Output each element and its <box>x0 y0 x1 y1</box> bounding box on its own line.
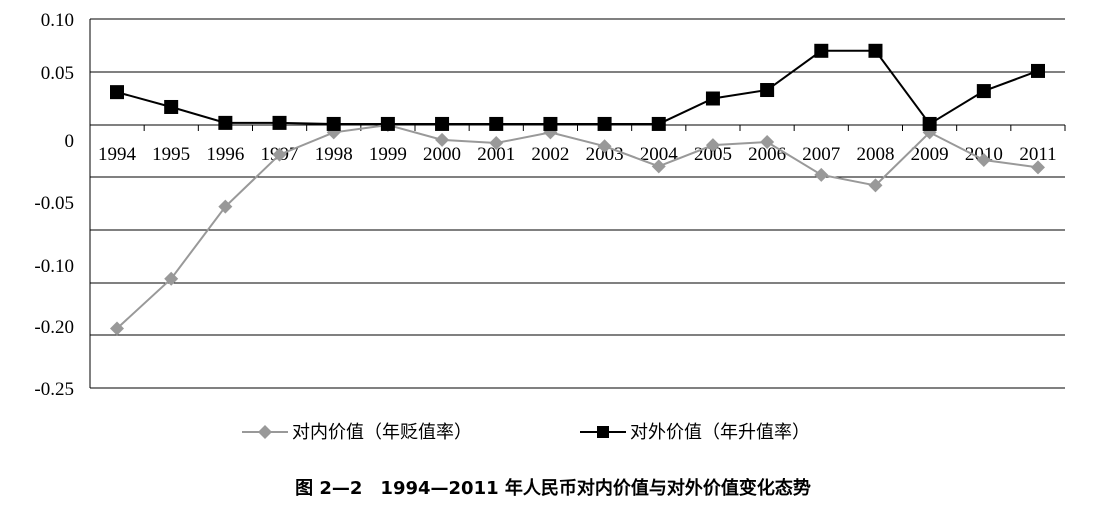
legend-internal-marker <box>258 425 272 439</box>
x-tick-label: 2007 <box>802 144 840 165</box>
data-point-external <box>110 85 124 100</box>
legend-item-external: 对外价值（年升值率） <box>580 422 810 443</box>
y-axis-tick-labels: 0.10 0.05 0 -0.05 -0.10 -0.20 -0.25 <box>34 10 74 400</box>
data-point-external <box>543 116 558 131</box>
data-point-external <box>868 43 883 58</box>
x-tick-label: 1994 <box>98 144 137 165</box>
data-point-external <box>326 116 341 131</box>
data-point-internal <box>976 152 991 167</box>
data-point-external <box>1031 63 1045 78</box>
y-tick-label: -0.10 <box>34 256 74 277</box>
data-point-internal <box>164 271 179 286</box>
legend-external-marker <box>597 426 609 438</box>
data-point-external <box>435 116 450 131</box>
x-tick-label: 2009 <box>911 144 949 165</box>
legend-internal-label: 对内价值（年贬值率） <box>292 422 472 443</box>
y-tick-label: -0.05 <box>34 193 74 214</box>
y-tick-label: 0.05 <box>41 63 74 84</box>
data-point-internal <box>435 132 450 147</box>
x-tick-label: 1999 <box>369 144 407 165</box>
data-point-external <box>760 83 775 98</box>
data-point-external <box>976 84 991 99</box>
data-point-external <box>380 116 395 131</box>
y-tick-label: -0.25 <box>34 379 74 400</box>
x-tick-label: 2002 <box>531 144 569 165</box>
x-tick-label: 2001 <box>477 144 515 165</box>
figure-caption: 图 2—2 1994—2011 年人民币对内价值与对外价值变化态势 <box>295 477 811 499</box>
gridlines <box>89 18 1066 389</box>
data-point-internal <box>814 167 829 182</box>
x-tick-label: 2011 <box>1019 144 1056 165</box>
x-tick-label: 2008 <box>856 144 894 165</box>
data-point-internal <box>705 138 720 153</box>
x-tick-label: 2004 <box>640 144 679 165</box>
y-tick-label: -0.20 <box>34 317 74 338</box>
data-point-external <box>218 115 233 130</box>
series-line-1 <box>116 49 1039 126</box>
y-tick-label: 0.10 <box>41 10 74 31</box>
data-point-external <box>272 115 287 130</box>
x-tick-label: 2000 <box>423 144 461 165</box>
y-tick-label: 0 <box>65 131 75 152</box>
data-point-internal <box>218 199 233 214</box>
data-point-external <box>489 116 504 131</box>
data-point-internal <box>110 321 124 336</box>
data-point-internal <box>651 159 666 174</box>
data-point-external <box>164 99 179 114</box>
data-point-external <box>597 116 612 131</box>
data-point-internal <box>272 147 287 162</box>
series-layer <box>110 43 1045 336</box>
data-point-internal <box>489 136 504 151</box>
data-point-external <box>651 116 666 131</box>
legend-item-internal: 对内价值（年贬值率） <box>242 422 472 443</box>
data-point-external <box>705 91 720 106</box>
x-axis-tick-labels: 1994199519961997199819992000200120022003… <box>98 144 1057 165</box>
data-point-internal <box>760 134 775 149</box>
data-point-internal <box>1031 160 1045 175</box>
x-tick-label: 1998 <box>315 144 353 165</box>
legend-external-label: 对外价值（年升值率） <box>630 422 810 443</box>
data-point-internal <box>868 178 883 193</box>
legend: 对内价值（年贬值率） 对外价值（年升值率） <box>242 422 810 443</box>
data-point-internal <box>597 139 612 154</box>
series-line-0 <box>116 123 1039 330</box>
x-tick-label: 2006 <box>748 144 786 165</box>
x-tick-label: 1995 <box>152 144 190 165</box>
data-point-external <box>922 116 937 131</box>
x-tick-label: 1996 <box>206 144 244 165</box>
data-point-external <box>814 43 829 58</box>
